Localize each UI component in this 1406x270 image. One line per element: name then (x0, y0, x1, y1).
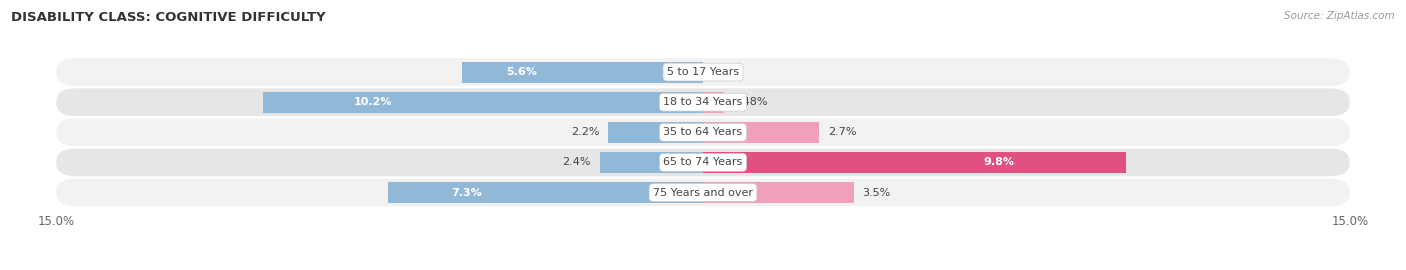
Text: 5 to 17 Years: 5 to 17 Years (666, 67, 740, 77)
Bar (703, 182, 853, 203)
Text: 3.5%: 3.5% (862, 188, 891, 198)
Text: 35 to 64 Years: 35 to 64 Years (664, 127, 742, 137)
Text: 2.7%: 2.7% (828, 127, 856, 137)
Bar (263, 92, 703, 113)
FancyBboxPatch shape (56, 179, 1350, 206)
Bar (703, 152, 1126, 173)
Text: 75 Years and over: 75 Years and over (652, 188, 754, 198)
Legend: Male, Female: Male, Female (634, 268, 772, 270)
Text: 10.2%: 10.2% (354, 97, 392, 107)
Bar (703, 122, 820, 143)
Text: 2.4%: 2.4% (562, 157, 591, 167)
Text: Source: ZipAtlas.com: Source: ZipAtlas.com (1284, 11, 1395, 21)
Bar (461, 62, 703, 83)
Text: 65 to 74 Years: 65 to 74 Years (664, 157, 742, 167)
FancyBboxPatch shape (56, 88, 1350, 116)
Text: 0.0%: 0.0% (711, 67, 740, 77)
Bar (388, 182, 703, 203)
Text: 0.48%: 0.48% (733, 97, 768, 107)
FancyBboxPatch shape (56, 148, 1350, 176)
Text: 18 to 34 Years: 18 to 34 Years (664, 97, 742, 107)
Bar (703, 92, 724, 113)
Bar (599, 152, 703, 173)
Text: DISABILITY CLASS: COGNITIVE DIFFICULTY: DISABILITY CLASS: COGNITIVE DIFFICULTY (11, 11, 326, 24)
Bar (609, 122, 703, 143)
Text: 7.3%: 7.3% (451, 188, 482, 198)
FancyBboxPatch shape (56, 119, 1350, 146)
Text: 9.8%: 9.8% (983, 157, 1014, 167)
Text: 2.2%: 2.2% (571, 127, 599, 137)
FancyBboxPatch shape (56, 58, 1350, 86)
Text: 5.6%: 5.6% (506, 67, 537, 77)
